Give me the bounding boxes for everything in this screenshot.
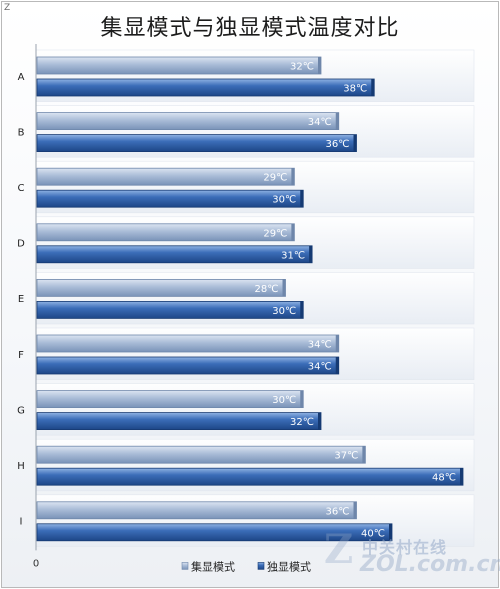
- bar-integrated: [36, 445, 366, 464]
- bar-discrete: [36, 523, 393, 542]
- bar-end-cap: [291, 168, 295, 186]
- data-label: 30℃: [272, 195, 296, 206]
- bar-end-cap: [353, 134, 357, 152]
- data-label: 40℃: [361, 528, 385, 539]
- bar-end-cap: [362, 446, 366, 464]
- bar-end-cap: [300, 301, 304, 319]
- category-label: B: [18, 127, 25, 138]
- data-label: 36℃: [326, 139, 350, 150]
- data-label: 37℃: [334, 451, 358, 462]
- data-label: 29℃: [263, 173, 287, 184]
- category-label: I: [20, 517, 23, 528]
- bar-integrated: [36, 223, 295, 242]
- category-label: C: [18, 183, 25, 194]
- bar-end-cap: [353, 501, 357, 519]
- chart-title: 集显模式与独显模式温度对比: [100, 16, 400, 41]
- data-label: 31℃: [281, 250, 305, 261]
- bar-end-cap: [318, 412, 321, 430]
- data-label: 48℃: [432, 473, 456, 484]
- bar-end-cap: [335, 357, 339, 374]
- bar-end-cap: [460, 468, 463, 486]
- legend-swatch: [257, 562, 265, 570]
- corner-mark: Z: [4, 3, 11, 13]
- data-label: 28℃: [255, 284, 279, 295]
- bar-discrete: [36, 189, 304, 208]
- category-label: H: [17, 461, 25, 472]
- bar-integrated: [36, 334, 340, 353]
- bar-discrete: [36, 78, 375, 97]
- category-label: E: [18, 294, 24, 305]
- category-label: F: [18, 350, 24, 361]
- legend-label: 独显模式: [267, 560, 311, 573]
- data-label: 32℃: [290, 417, 314, 428]
- axis-layer: 0 A B C D E F G H I: [17, 44, 39, 569]
- bars-layer: 32℃ 38℃ 34℃ 36℃ 29℃ 30℃ 29℃ 31℃ 28℃ 30℃ 34℃ 34℃ 30℃ 3…: [36, 56, 464, 542]
- bar-discrete: [36, 412, 322, 431]
- data-label: 34℃: [308, 117, 332, 128]
- data-label: 38℃: [343, 84, 367, 95]
- bar-end-cap: [300, 390, 304, 408]
- bar-integrated: [36, 56, 322, 75]
- legend-swatch: [181, 562, 189, 570]
- bar-discrete: [36, 467, 464, 486]
- bar-integrated: [36, 278, 286, 297]
- bar-integrated: [36, 501, 357, 520]
- bar-discrete: [36, 134, 357, 153]
- bar-integrated: [36, 167, 295, 186]
- bar-end-cap: [318, 57, 321, 74]
- data-label: 36℃: [326, 506, 350, 517]
- legend-label: 集显模式: [191, 559, 235, 573]
- category-label: D: [17, 239, 25, 250]
- bar-discrete: [36, 245, 313, 264]
- legend: 集显模式 独显模式: [181, 559, 311, 573]
- category-label: A: [18, 72, 25, 83]
- data-label: 30℃: [272, 306, 296, 317]
- bar-end-cap: [389, 523, 392, 541]
- bar-discrete: [36, 300, 304, 319]
- bar-end-cap: [282, 279, 286, 297]
- data-label: 30℃: [272, 395, 296, 406]
- x-tick-label: 0: [33, 558, 39, 569]
- data-label: 34℃: [308, 340, 332, 351]
- bar-end-cap: [335, 112, 339, 130]
- bar-end-cap: [371, 79, 375, 96]
- bar-end-cap: [291, 223, 295, 241]
- bar-end-cap: [300, 190, 304, 208]
- data-label: 29℃: [263, 228, 287, 239]
- data-label: 32℃: [290, 62, 314, 73]
- bar-integrated: [36, 112, 340, 130]
- bar-end-cap: [309, 245, 313, 263]
- data-label: 34℃: [308, 362, 332, 373]
- bar-end-cap: [335, 335, 339, 352]
- category-label: G: [17, 405, 25, 416]
- bar-integrated: [36, 390, 304, 409]
- bar-discrete: [36, 356, 340, 375]
